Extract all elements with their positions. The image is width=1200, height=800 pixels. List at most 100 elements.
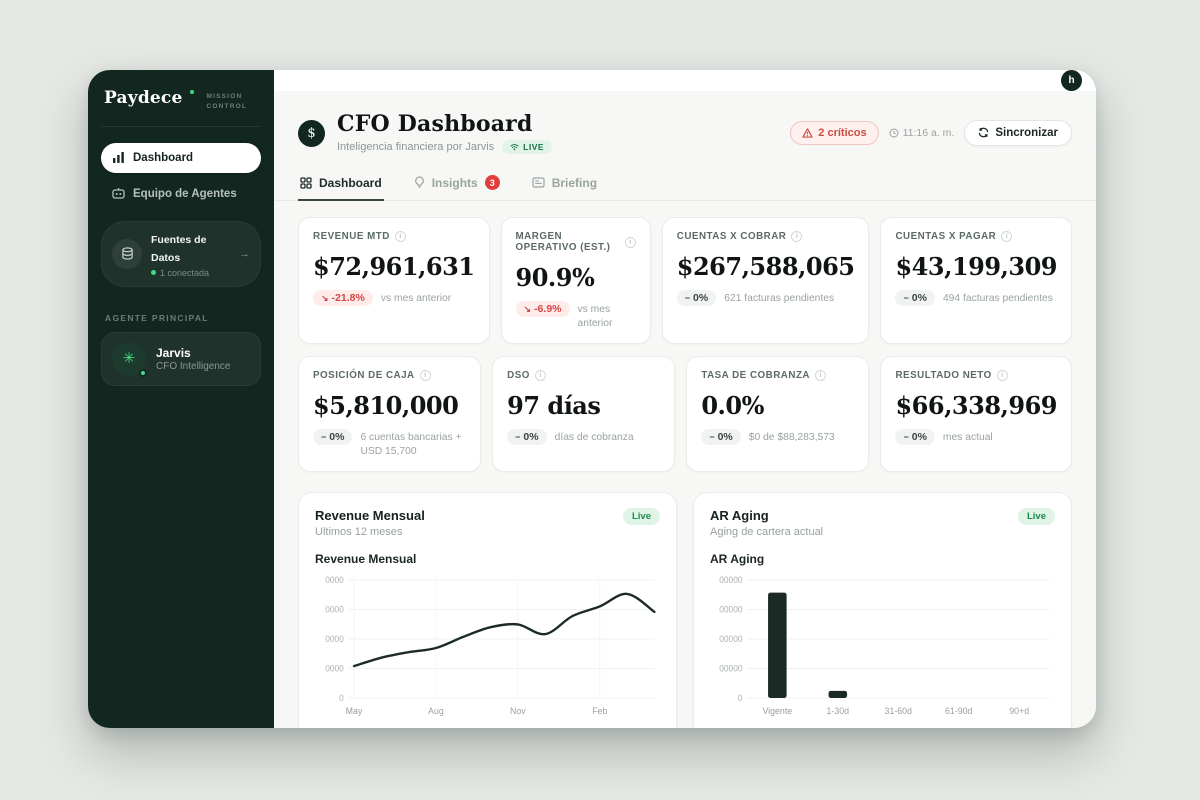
kpi-value: $267,588,065 [676,252,855,281]
sidebar-item-dashboard[interactable]: Dashboard [101,142,261,173]
sync-button[interactable]: Sincronizar [964,119,1072,146]
kpi-label-row: CUENTAS X COBRAR i [677,231,855,242]
brain-glyph: ✳ [122,350,136,367]
sidebar-item-equipo-de-agentes[interactable]: Equipo de Agentes [101,179,261,209]
svg-text:0000: 0000 [325,633,344,643]
svg-text:31-60d: 31-60d [885,705,912,715]
kpi-delta-value: -21.8% [331,292,365,304]
info-icon[interactable]: i [791,231,803,242]
kpi-delta-badge: ↘ -21.8% [313,290,373,306]
kpi-value: $66,338,969 [895,390,1057,420]
user-avatar[interactable]: h [1061,70,1082,91]
kpi-card: MARGEN OPERATIVO (EST.) i 90.9% ↘ -6.9% … [500,217,651,344]
kpi-label-row: REVENUE MTD i [313,231,475,242]
connected-dot-icon [151,270,156,275]
kpi-label-row: RESULTADO NETO i [895,369,1057,381]
data-sources-title: Fuentes de Datos [151,233,207,264]
title-block: CFO Dashboard Inteligencia financiera po… [337,111,553,154]
chart-card-ar-aging: AR Aging Aging de cartera actual Live AR… [693,491,1072,728]
kpi-value: $43,199,309 [895,252,1057,281]
header-right: 2 críticos 11:16 a. m. Sincronizar [790,119,1072,146]
info-icon[interactable]: i [1001,231,1013,242]
kpi-delta-value: 0% [523,430,539,443]
svg-text:May: May [346,705,363,715]
svg-text:Vigente: Vigente [762,705,792,715]
kpi-caption: vs mes anterior [380,293,452,304]
trend-flat-icon: − [903,431,909,442]
header-left: $ CFO Dashboard Inteligencia financiera … [298,111,553,154]
warning-triangle-icon [802,127,813,138]
tab-dashboard[interactable]: Dashboard [298,166,384,201]
database-icon [112,238,142,269]
kpi-value: $5,810,000 [313,390,459,420]
grid-icon [300,176,312,189]
svg-text:00000: 00000 [719,633,742,643]
kpi-delta-badge: − 0% [676,290,717,306]
chart-subtitle: Aging de cartera actual [710,525,824,538]
lightbulb-icon [414,176,424,188]
info-icon[interactable]: i [419,369,431,381]
svg-text:Feb: Feb [592,705,607,715]
sidebar: Paydece MISSION CONTROL Dashboard Equipo… [88,70,274,728]
svg-text:0: 0 [738,692,743,702]
subtitle-row: Inteligencia financiera por Jarvis LIVE [337,140,553,154]
agent-card-jarvis[interactable]: ✳ Jarvis CFO Intelligence [101,331,261,386]
kpi-card: REVENUE MTD i $72,961,631 ↘ -21.8% vs me… [298,217,490,344]
sync-icon [979,127,989,138]
tab-briefing[interactable]: Briefing [530,166,599,200]
kpi-footer: − 0% días de cobranza [507,428,660,445]
kpi-label: RESULTADO NETO [895,369,992,381]
trend-flat-icon: − [684,293,691,303]
tab-insights[interactable]: Insights 3 [412,166,502,200]
info-icon[interactable]: i [624,236,636,248]
kpi-caption: días de cobranza [554,431,634,443]
kpi-footer: − 0% $0 de $88,283,573 [701,428,854,445]
live-badge: LIVE [502,140,553,154]
svg-text:90+d: 90+d [1009,705,1029,715]
info-icon[interactable]: i [534,369,546,381]
main-area: h $ CFO Dashboard Inteligencia financier… [274,70,1096,728]
critical-alerts-badge[interactable]: 2 críticos [790,120,879,145]
data-sources-info: Fuentes de Datos 1 conectada [151,230,230,278]
live-badge: Live [622,507,660,525]
kpi-footer: − 0% 494 facturas pendientes [895,290,1057,306]
charts-row: Revenue Mensual Ultimos 12 meses Live Re… [298,491,1072,728]
critical-alerts-label: 2 críticos [818,126,867,139]
tab-label: Dashboard [319,175,382,190]
page-title: CFO Dashboard [337,111,533,137]
tab-bar: Dashboard Insights 3 Briefing [274,166,1096,201]
kpi-delta-badge: − 0% [895,290,935,306]
svg-text:61-90d: 61-90d [945,705,972,715]
trend-down-icon: ↘ [321,292,329,303]
brain-icon: ✳ [112,341,147,377]
info-icon[interactable]: i [996,369,1008,381]
sync-button-label: Sincronizar [995,126,1058,139]
logo-tagline: MISSION CONTROL [207,88,248,112]
live-badge: Live [1017,507,1055,525]
sidebar-item-label: Dashboard [133,151,194,164]
svg-text:1-30d: 1-30d [827,705,850,715]
kpi-caption: vs mes anterior [577,304,613,329]
arrow-right-icon: → [239,247,250,260]
app-window: Paydece MISSION CONTROL Dashboard Equipo… [88,70,1096,728]
svg-text:00000: 00000 [719,604,742,614]
kpi-caption: 494 facturas pendientes [942,293,1053,304]
kpi-card: CUENTAS X PAGAR i $43,199,309 − 0% 494 f… [880,217,1072,344]
kpi-delta-badge: − 0% [507,428,547,445]
sidebar-nav: Dashboard Equipo de Agentes [101,142,261,209]
kpi-delta-value: 0% [693,292,709,304]
kpi-delta-badge: − 0% [895,428,935,445]
agent-name: Jarvis [156,345,191,360]
kpi-label-row: CUENTAS X PAGAR i [895,231,1057,242]
info-icon[interactable]: i [815,369,826,381]
agent-section-label: AGENTE PRINCIPAL [105,312,209,323]
data-sources-status-text: 1 conectada [160,267,210,278]
dashboard-content: REVENUE MTD i $72,961,631 ↘ -21.8% vs me… [274,201,1096,728]
data-sources-card[interactable]: Fuentes de Datos 1 conectada → [101,220,261,287]
kpi-label: TASA DE COBRANZA [701,369,810,381]
bar-chart-icon [112,152,125,163]
svg-text:0000: 0000 [325,663,344,673]
info-icon[interactable]: i [394,231,406,242]
dollar-icon: $ [298,120,325,147]
chart-title: AR Aging [710,507,769,523]
